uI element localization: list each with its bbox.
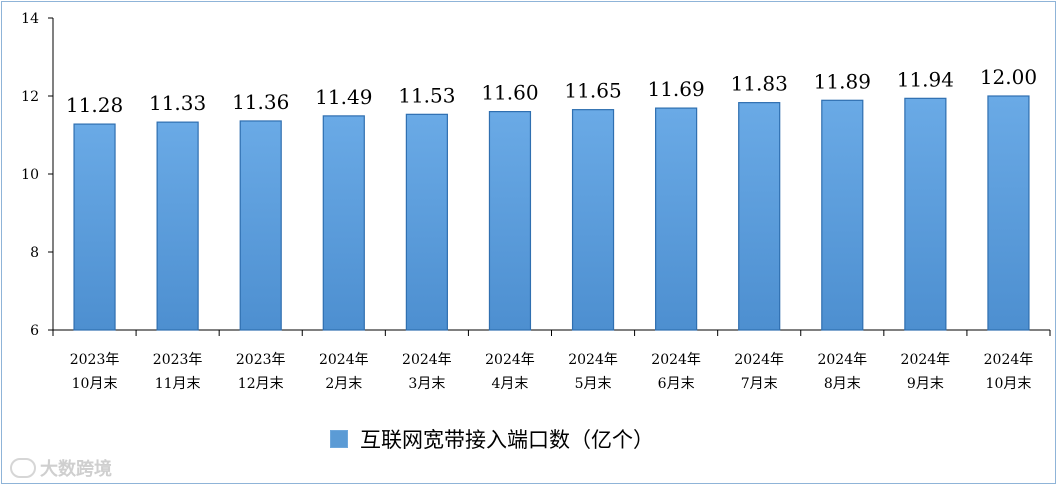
data-label: 11.65 [564,79,621,103]
axes: 6 8 10 12 14 [21,11,1051,339]
x-tick-label-year: 2024年 [319,352,369,368]
x-tick-label-month: 3月末 [408,376,445,392]
bar [904,97,947,331]
data-label: 11.36 [232,90,289,114]
x-tick-label-year: 2024年 [651,352,701,368]
bar [156,121,199,331]
watermark-logo-icon [10,458,36,478]
data-label: 11.33 [149,91,206,115]
bar [73,123,116,331]
x-tick-label-month: 4月末 [491,376,528,392]
y-tick-label: 12 [21,89,39,105]
x-tick-label-month: 6月末 [658,376,695,392]
watermark: 大数跨境 [10,455,112,481]
x-tick-label-month: 11月末 [155,376,201,392]
data-label: 11.83 [731,72,788,96]
x-tick-label-month: 9月末 [907,376,944,392]
bar [488,110,532,331]
bar [405,113,448,331]
x-tick-label-year: 2024年 [817,352,867,368]
x-tick-label-year: 2024年 [984,352,1034,368]
x-tick-label-month: 2月末 [325,376,362,392]
bar [987,95,1030,331]
x-tick-label-year: 2023年 [70,352,120,368]
data-label: 11.60 [481,81,538,105]
x-tick-label-year: 2024年 [734,352,784,368]
bars-group [73,95,1030,331]
data-label: 11.28 [66,93,123,117]
legend-label: 互联网宽带接入端口数（亿个） [360,428,654,452]
x-tick-label-year: 2024年 [568,352,618,368]
data-label: 11.69 [647,77,704,101]
x-tick-label-month: 8月末 [824,376,861,392]
bar [571,109,615,331]
x-tick-label-year: 2024年 [402,352,452,368]
y-tick-label: 8 [30,245,39,261]
legend: 互联网宽带接入端口数（亿个） [330,424,654,454]
data-label: 11.49 [315,85,372,109]
data-label: 12.00 [980,65,1037,89]
y-tick-label: 14 [21,11,39,27]
bar [655,107,698,331]
x-tick-label-month: 5月末 [575,376,612,392]
bar [821,99,864,331]
y-tick-label: 10 [21,167,39,183]
watermark-text: 大数跨境 [40,459,112,480]
data-label: 11.94 [897,67,954,91]
x-tick-label-month: 12月末 [238,376,284,392]
x-tick-label-month: 10月末 [72,376,118,392]
bar [239,120,282,331]
legend-swatch [330,430,348,448]
bar [322,115,365,331]
data-labels-group: 11.28 11.33 11.36 11.49 11.53 11.60 11.65 11.69… [66,65,1037,117]
x-tick-label-year: 2024年 [901,352,951,368]
x-tick-label-month: 7月末 [741,376,778,392]
data-label: 11.53 [398,83,455,107]
x-tick-label-year: 2023年 [236,352,286,368]
x-tick-label-month: 10月末 [986,376,1032,392]
data-label: 11.89 [814,69,871,93]
x-tick-label-year: 2023年 [153,352,203,368]
x-tick-label-year: 2024年 [485,352,535,368]
y-tick-label: 6 [30,323,39,339]
x-tick-labels-group: 2023年 10月末 2023年 11月末 2023年 12月末 2024年 2月末 2024年… [70,352,1034,392]
bar [738,102,781,331]
